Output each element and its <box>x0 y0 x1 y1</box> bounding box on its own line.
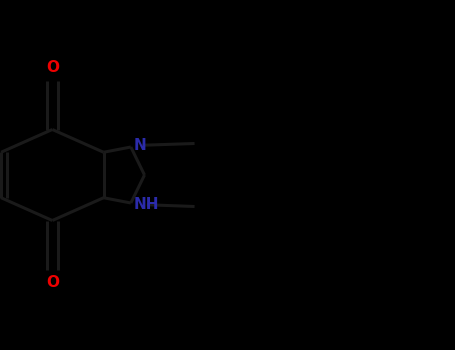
Text: NH: NH <box>133 197 159 212</box>
Text: O: O <box>46 275 59 290</box>
Text: N: N <box>133 138 146 153</box>
Text: O: O <box>46 60 59 75</box>
